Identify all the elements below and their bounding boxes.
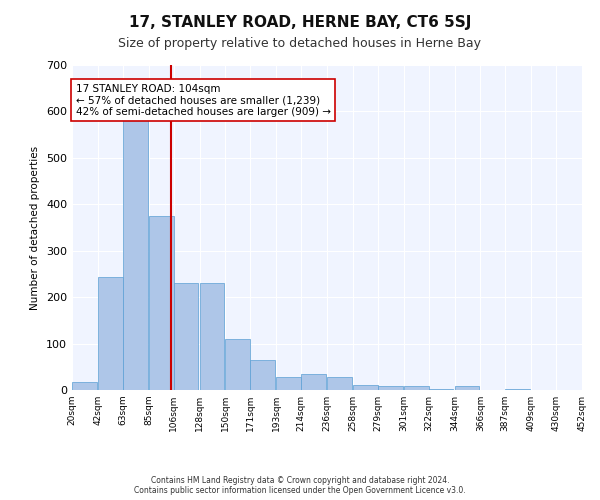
Bar bbox=[301, 374, 326, 390]
Bar bbox=[173, 283, 199, 390]
Bar bbox=[353, 386, 378, 390]
Text: Contains HM Land Registry data © Crown copyright and database right 2024.
Contai: Contains HM Land Registry data © Crown c… bbox=[134, 476, 466, 495]
Bar bbox=[276, 377, 301, 390]
Y-axis label: Number of detached properties: Number of detached properties bbox=[31, 146, 40, 310]
Bar bbox=[428, 388, 454, 390]
Bar bbox=[327, 377, 352, 390]
Bar bbox=[149, 216, 173, 390]
Bar bbox=[505, 388, 530, 390]
Bar bbox=[404, 386, 428, 390]
Bar bbox=[378, 386, 403, 390]
Bar bbox=[250, 360, 275, 390]
Bar bbox=[72, 382, 97, 390]
Text: Size of property relative to detached houses in Herne Bay: Size of property relative to detached ho… bbox=[119, 38, 482, 51]
Bar bbox=[226, 339, 250, 390]
Bar bbox=[455, 386, 479, 390]
Bar bbox=[98, 277, 123, 390]
Bar bbox=[199, 283, 224, 390]
Text: 17, STANLEY ROAD, HERNE BAY, CT6 5SJ: 17, STANLEY ROAD, HERNE BAY, CT6 5SJ bbox=[129, 15, 471, 30]
Bar bbox=[123, 102, 148, 390]
Text: 17 STANLEY ROAD: 104sqm
← 57% of detached houses are smaller (1,239)
42% of semi: 17 STANLEY ROAD: 104sqm ← 57% of detache… bbox=[76, 84, 331, 117]
